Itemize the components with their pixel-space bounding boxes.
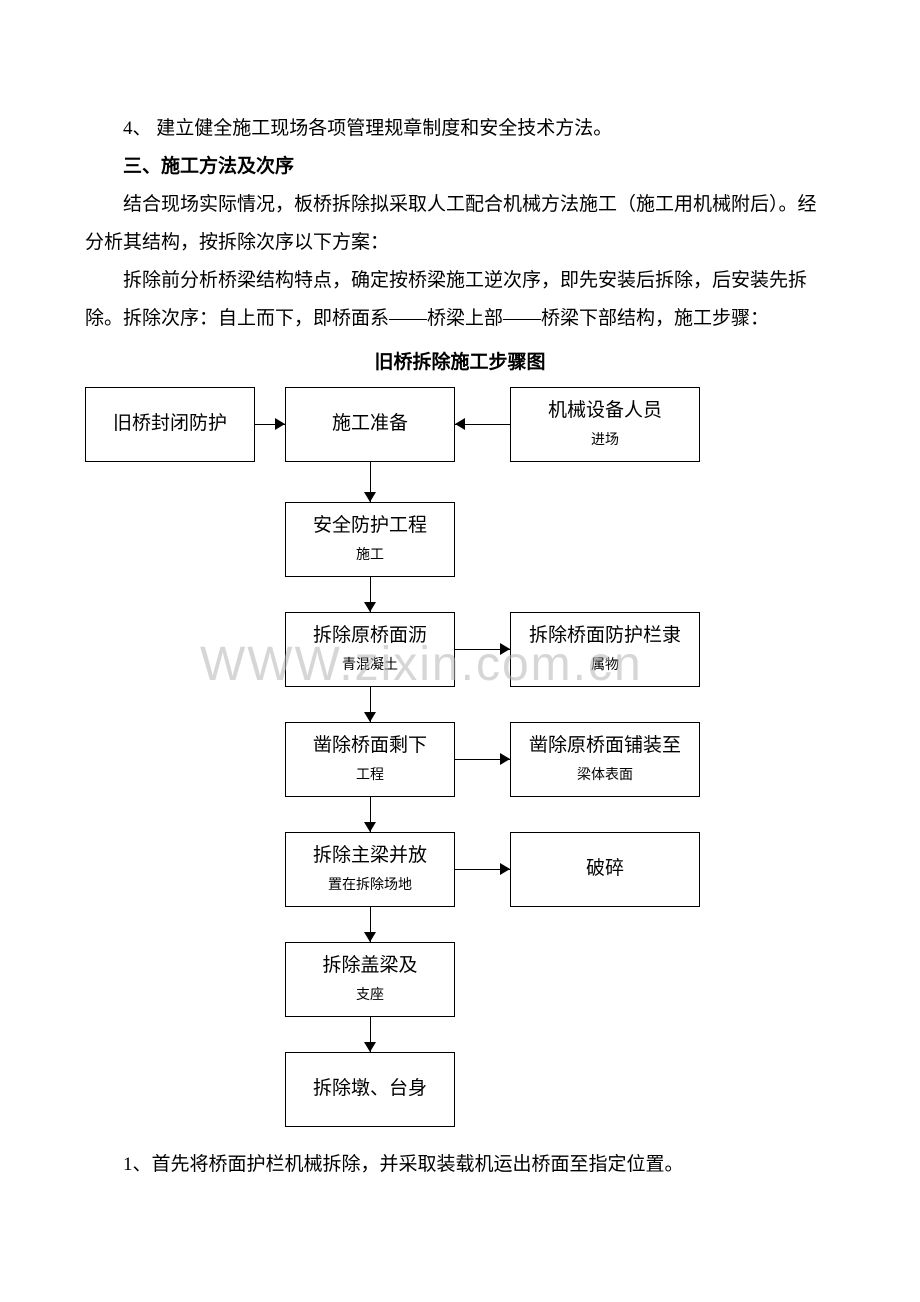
node-close-protect: 旧桥封闭防护 (85, 387, 255, 462)
arrowhead-icon (364, 1042, 376, 1052)
node-label: 安全防护工程 (313, 513, 427, 540)
node-main-beam: 拆除主梁并放 置在拆除场地 (285, 832, 455, 907)
node-sublabel: 进场 (591, 431, 619, 451)
node-label: 破碎 (586, 856, 624, 883)
para-item-4: 4、 建立健全施工现场各项管理规章制度和安全技术方法。 (85, 110, 835, 148)
node-chisel-remain: 凿除桥面剩下 工程 (285, 722, 455, 797)
node-sublabel: 梁体表面 (577, 766, 633, 786)
node-pier: 拆除墩、台身 (285, 1052, 455, 1127)
node-label: 拆除主梁并放 (313, 843, 427, 870)
node-label: 旧桥封闭防护 (113, 411, 227, 438)
node-sublabel: 工程 (356, 766, 384, 786)
arrowhead-icon (364, 712, 376, 722)
arrowhead-icon (364, 822, 376, 832)
flowchart-title: 旧桥拆除施工步骤图 (85, 344, 835, 382)
node-label: 机械设备人员 (548, 398, 662, 425)
node-label: 凿除桥面剩下 (313, 733, 427, 760)
arrowhead-icon (500, 753, 510, 765)
node-label: 拆除桥面防护栏隶 (529, 623, 681, 650)
arrowhead-icon (455, 418, 465, 430)
arrowhead-icon (500, 863, 510, 875)
node-chisel-paving: 凿除原桥面铺装至 梁体表面 (510, 722, 700, 797)
node-label: 拆除墩、台身 (313, 1076, 427, 1103)
node-sublabel: 属物 (591, 656, 619, 676)
node-sublabel: 施工 (356, 546, 384, 566)
node-label: 凿除原桥面铺装至 (529, 733, 681, 760)
arrowhead-icon (275, 418, 285, 430)
section-heading-3: 三、施工方法及次序 (85, 148, 835, 186)
node-label: 拆除盖梁及 (322, 953, 417, 980)
arrowhead-icon (500, 643, 510, 655)
node-cap-beam: 拆除盖梁及 支座 (285, 942, 455, 1017)
node-equipment: 机械设备人员 进场 (510, 387, 700, 462)
arrowhead-icon (364, 932, 376, 942)
para-method-2: 拆除前分析桥梁结构特点，确定按桥梁施工逆次序，即先安装后拆除，后安装先拆除。拆除… (85, 262, 835, 338)
node-sublabel: 支座 (356, 986, 384, 1006)
node-prep: 施工准备 (285, 387, 455, 462)
arrowhead-icon (364, 602, 376, 612)
node-sublabel: 置在拆除场地 (328, 876, 412, 896)
node-remove-asphalt: 拆除原桥面沥 青混凝土 (285, 612, 455, 687)
node-remove-rail: 拆除桥面防护栏隶 属物 (510, 612, 700, 687)
node-crush: 破碎 (510, 832, 700, 907)
node-label: 拆除原桥面沥 (313, 623, 427, 650)
arrowhead-icon (364, 492, 376, 502)
node-safety: 安全防护工程 施工 (285, 502, 455, 577)
flowchart-container: WWW.zixin.com.cn 旧桥封闭防护 施工准备 机械设备人员 进场 安… (85, 382, 835, 1142)
para-step-1: 1、首先将桥面护栏机械拆除，并采取装载机运出桥面至指定位置。 (85, 1146, 835, 1184)
node-sublabel: 青混凝土 (342, 656, 398, 676)
node-label: 施工准备 (332, 411, 408, 438)
para-method-1: 结合现场实际情况，板桥拆除拟采取人工配合机械方法施工（施工用机械附后）。经分析其… (85, 186, 835, 262)
